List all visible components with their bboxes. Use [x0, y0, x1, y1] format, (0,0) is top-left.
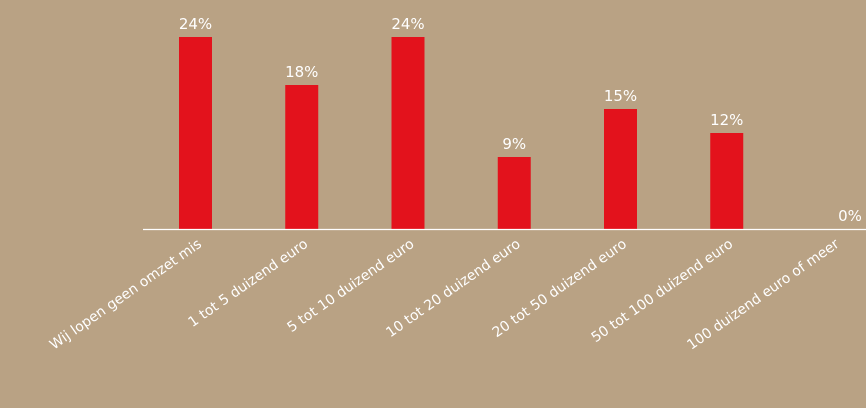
- value-label: 18%: [285, 63, 318, 81]
- value-label: 15%: [604, 87, 637, 105]
- value-label: 0%: [838, 207, 862, 225]
- bar: [604, 109, 637, 229]
- bar: [391, 37, 425, 229]
- value-label: 9%: [502, 135, 526, 153]
- bar: [710, 133, 744, 229]
- value-label: 24%: [179, 15, 212, 33]
- bars-group: [179, 37, 744, 229]
- value-label: 12%: [710, 111, 743, 129]
- category-label: Wij lopen geen omzet mis: [47, 236, 205, 353]
- value-labels-group: 24% 18% 24% 9% 15% 12% 0%: [179, 15, 862, 225]
- bar: [179, 37, 212, 229]
- bar: [285, 85, 319, 229]
- bar: [497, 157, 531, 229]
- value-label: 24%: [391, 15, 424, 33]
